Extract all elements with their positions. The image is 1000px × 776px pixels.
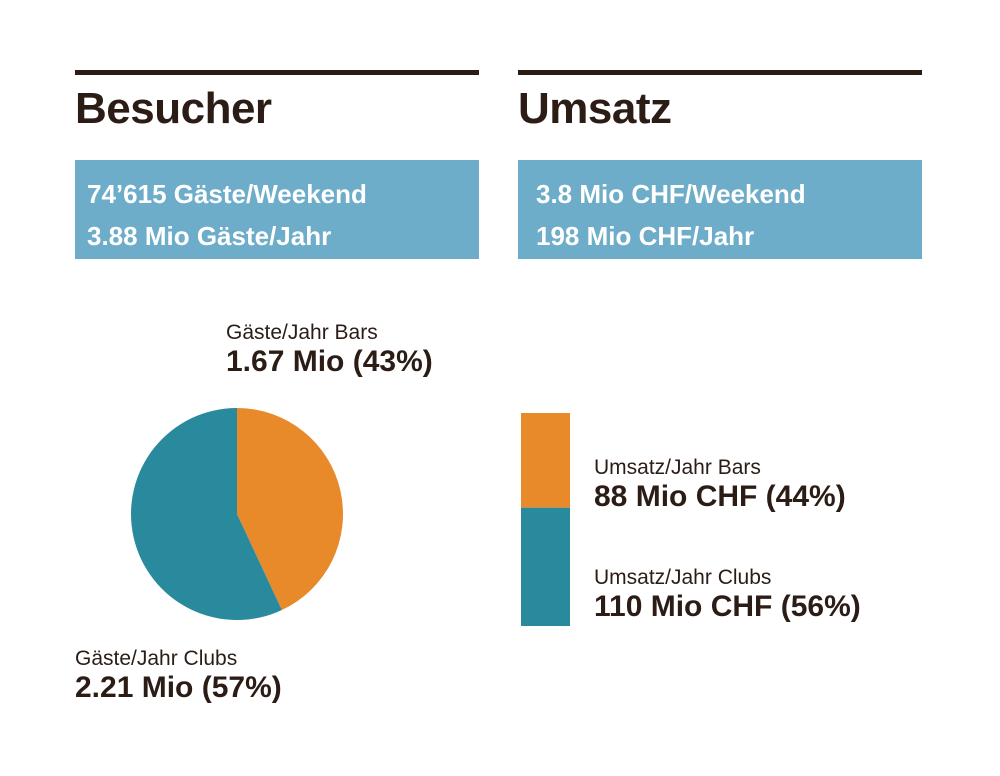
pie-label-bars: Gäste/Jahr Bars 1.67 Mio (43%) — [226, 321, 433, 379]
pie-label-clubs-value: 2.21 Mio (57%) — [75, 671, 282, 704]
bar-label-clubs-name: Umsatz/Jahr Clubs — [594, 566, 772, 589]
bar-label-clubs: Umsatz/Jahr Clubs 110 Mio CHF (56%) — [594, 566, 861, 624]
pie-label-clubs-name: Gäste/Jahr Clubs — [75, 647, 238, 670]
guests-year-stat: 3.88 Mio Gäste/Jahr — [87, 221, 332, 251]
umsatz-stats-box: 3.8 Mio CHF/Weekend 198 Mio CHF/Jahr — [518, 160, 922, 259]
right-top-rule — [518, 70, 922, 75]
guests-weekend-stat: 74’615 Gäste/Weekend — [87, 179, 367, 209]
pie-label-bars-value: 1.67 Mio (43%) — [226, 345, 433, 378]
pie-label-clubs: Gäste/Jahr Clubs 2.21 Mio (57%) — [75, 647, 282, 705]
besucher-stats-box: 74’615 Gäste/Weekend 3.88 Mio Gäste/Jahr — [75, 160, 479, 259]
bar-label-bars: Umsatz/Jahr Bars 88 Mio CHF (44%) — [594, 456, 846, 514]
pie-slice-clubs — [130, 408, 282, 620]
bar-label-bars-value: 88 Mio CHF (44%) — [594, 480, 846, 513]
left-top-rule — [75, 70, 479, 75]
revenue-year-stat: 198 Mio CHF/Jahr — [536, 221, 755, 251]
bar-segment-clubs — [521, 507, 570, 626]
pie-label-bars-name: Gäste/Jahr Bars — [226, 321, 378, 344]
bar-segment-bars — [521, 413, 570, 508]
pie-slice-bars — [237, 408, 343, 611]
bar-label-bars-name: Umsatz/Jahr Bars — [594, 456, 761, 479]
bar-label-clubs-value: 110 Mio CHF (56%) — [594, 590, 861, 623]
besucher-title: Besucher — [75, 84, 272, 133]
revenue-weekend-stat: 3.8 Mio CHF/Weekend — [536, 179, 806, 209]
umsatz-title: Umsatz — [518, 84, 672, 133]
